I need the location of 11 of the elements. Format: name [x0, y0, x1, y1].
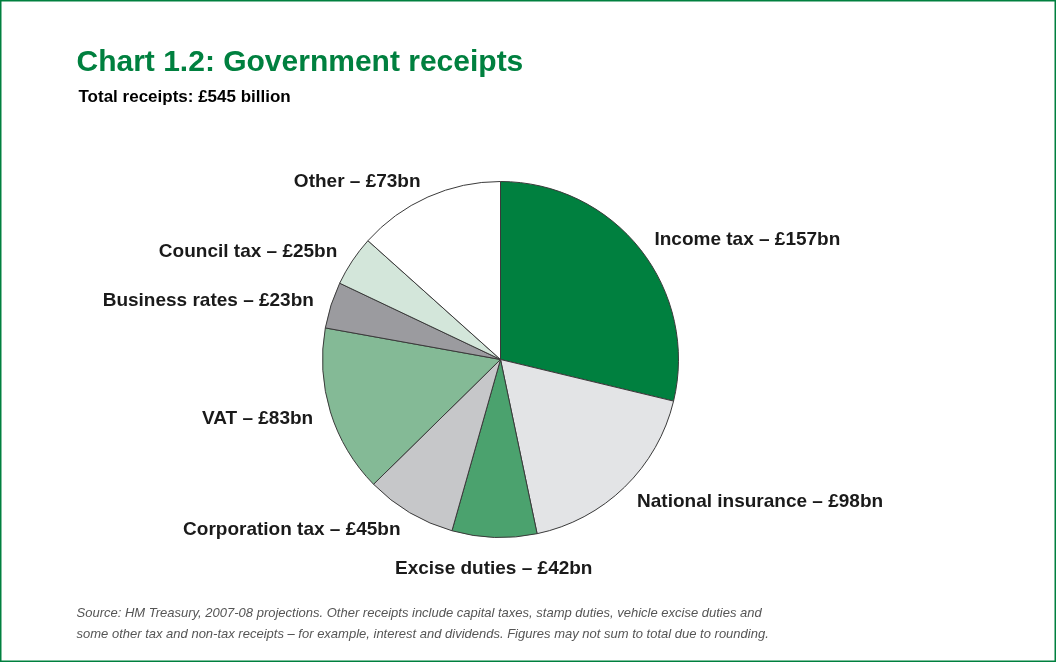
slice-label: Income tax – £157bn: [654, 227, 841, 249]
chart-title: Chart 1.2: Government receipts: [76, 44, 524, 77]
slice-label: Other – £73bn: [293, 170, 421, 192]
source-note: Source: HM Treasury, 2007-08 projections. Other receipts include capital taxes, stamp duties, vehicle excise duties and some other tax and non-tax receipts – for example, interest and dividends. Figures may not sum to total due to rounding.: [76, 605, 769, 641]
slice-label: VAT – £83bn: [201, 406, 314, 428]
slice-label: Excise duties – £42bn: [394, 556, 593, 578]
slice-label: National insurance – £98bn: [637, 489, 884, 511]
slice-label: Council tax – £25bn: [158, 240, 338, 262]
chart-subtitle: Total receipts: £545 billion: [78, 87, 291, 106]
slice-label: Business rates – £23bn: [102, 289, 314, 311]
slice-label: Corporation tax – £45bn: [183, 517, 401, 539]
